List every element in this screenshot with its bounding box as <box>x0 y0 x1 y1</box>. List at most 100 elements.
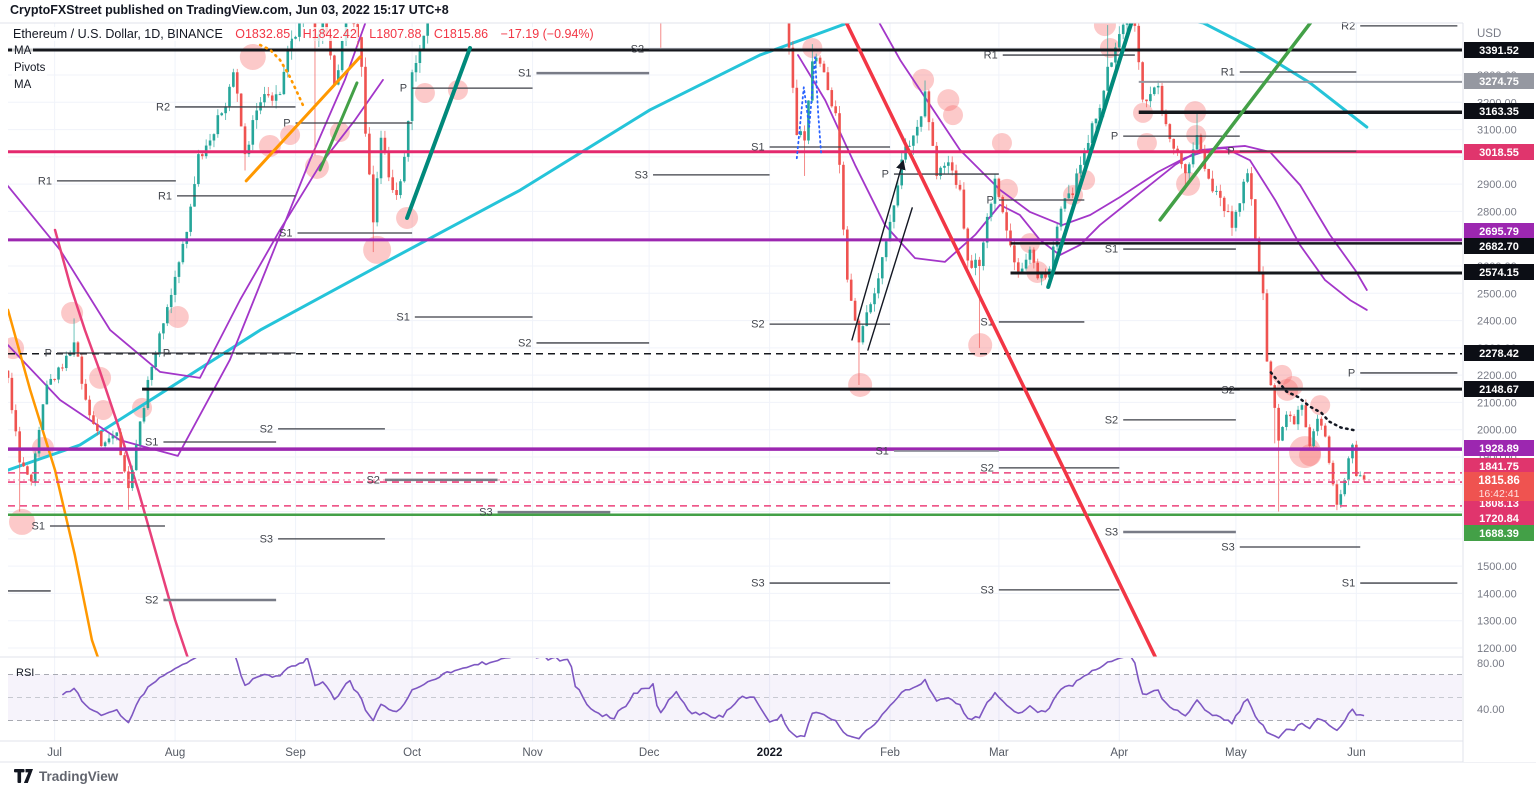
svg-text:2148.67: 2148.67 <box>1479 384 1519 396</box>
ohlc-high: H1842.42 <box>301 27 358 41</box>
rsi-pane[interactable]: RSI <box>8 651 1462 740</box>
svg-text:2278.42: 2278.42 <box>1479 348 1519 360</box>
svg-text:P: P <box>283 118 290 130</box>
svg-text:S3: S3 <box>1221 542 1234 554</box>
svg-text:Sep: Sep <box>285 747 305 759</box>
publish-attribution: CryptoFXStreet published on TradingView.… <box>10 3 449 17</box>
svg-text:2100.00: 2100.00 <box>1477 397 1517 409</box>
svg-text:P: P <box>45 348 52 360</box>
ohlc-low: L1807.88 <box>368 27 423 41</box>
svg-text:P: P <box>1348 367 1355 379</box>
tradingview-logo-icon <box>14 769 33 783</box>
svg-text:S2: S2 <box>1221 384 1234 396</box>
price-level-badge: 2695.79 <box>1464 223 1534 239</box>
svg-text:P: P <box>987 194 994 206</box>
svg-text:Oct: Oct <box>403 747 422 759</box>
svg-text:S2: S2 <box>260 423 273 435</box>
svg-text:Jul: Jul <box>47 747 62 759</box>
price-level-badge: 2278.42 <box>1464 345 1534 361</box>
svg-text:S2: S2 <box>366 474 379 486</box>
svg-text:P: P <box>1111 131 1118 143</box>
svg-text:3100.00: 3100.00 <box>1477 125 1517 137</box>
svg-text:S1: S1 <box>145 436 158 448</box>
svg-text:S1: S1 <box>875 445 888 457</box>
svg-text:1200.00: 1200.00 <box>1477 643 1517 655</box>
svg-text:S2: S2 <box>980 462 993 474</box>
svg-text:3163.35: 3163.35 <box>1479 106 1519 118</box>
indicator-pivots[interactable]: Pivots <box>12 61 48 76</box>
svg-text:USD: USD <box>1477 28 1501 40</box>
indicator-ma-2[interactable]: MA <box>12 78 34 93</box>
svg-text:S3: S3 <box>1105 527 1118 539</box>
svg-text:80.00: 80.00 <box>1477 658 1505 670</box>
chart-legend: Ethereum / U.S. Dollar, 1D, BINANCE O183… <box>12 26 595 93</box>
svg-text:S1: S1 <box>1342 578 1355 590</box>
svg-text:R2: R2 <box>1341 20 1355 32</box>
svg-text:S3: S3 <box>635 169 648 181</box>
price-level-badge: 3163.35 <box>1464 103 1534 119</box>
svg-text:S2: S2 <box>1105 414 1118 426</box>
svg-text:2400.00: 2400.00 <box>1477 316 1517 328</box>
svg-text:S2: S2 <box>145 594 158 606</box>
svg-text:S3: S3 <box>479 507 492 519</box>
svg-text:1720.84: 1720.84 <box>1479 513 1520 525</box>
svg-text:R1: R1 <box>158 190 172 202</box>
price-level-badge: 2682.70 <box>1464 238 1534 254</box>
svg-text:P: P <box>400 83 407 95</box>
svg-text:1841.75: 1841.75 <box>1479 461 1519 473</box>
svg-text:S1: S1 <box>279 227 292 239</box>
svg-text:1688.39: 1688.39 <box>1479 528 1519 540</box>
svg-text:3018.55: 3018.55 <box>1479 147 1519 159</box>
svg-text:3391.52: 3391.52 <box>1479 45 1519 57</box>
price-level-badge: 1720.84 <box>1464 510 1534 526</box>
svg-text:Jun: Jun <box>1347 747 1366 759</box>
pane-borders <box>0 22 1536 763</box>
svg-text:May: May <box>1225 747 1247 759</box>
price-level-badge: 1688.39 <box>1464 525 1534 541</box>
time-axis[interactable]: Jul Aug Sep Oct Nov Dec 2022 Feb Mar Apr May Jun <box>47 747 1365 759</box>
indicator-ma-1[interactable]: MA <box>12 44 34 59</box>
legend-symbol-row[interactable]: Ethereum / U.S. Dollar, 1D, BINANCE O183… <box>12 26 595 42</box>
svg-text:P: P <box>882 169 889 181</box>
svg-text:2682.70: 2682.70 <box>1479 241 1519 253</box>
svg-text:S3: S3 <box>260 533 273 545</box>
price-level-badge: 3018.55 <box>1464 144 1534 160</box>
svg-text:Mar: Mar <box>989 747 1009 759</box>
svg-text:R2: R2 <box>156 101 170 113</box>
svg-text:S2: S2 <box>518 337 531 349</box>
grid <box>8 23 1462 741</box>
svg-text:1400.00: 1400.00 <box>1477 588 1517 600</box>
svg-text:Aug: Aug <box>165 747 185 759</box>
price-levels <box>8 48 1462 516</box>
svg-text:R1: R1 <box>38 175 52 187</box>
svg-text:2022: 2022 <box>757 747 783 759</box>
svg-text:2800.00: 2800.00 <box>1477 206 1517 218</box>
svg-text:1815.86: 1815.86 <box>1478 475 1520 487</box>
svg-text:Feb: Feb <box>880 747 900 759</box>
svg-text:S1: S1 <box>31 521 44 533</box>
svg-text:1300.00: 1300.00 <box>1477 616 1517 628</box>
ohlc-change: −17.19 (−0.94%) <box>499 27 595 41</box>
price-axis[interactable]: USD3300.003200.003100.002900.002800.0026… <box>1462 0 1536 762</box>
svg-text:2900.00: 2900.00 <box>1477 179 1517 191</box>
price-level-badge: 1841.75 <box>1464 458 1534 474</box>
svg-text:2000.00: 2000.00 <box>1477 425 1517 437</box>
trendlines[interactable] <box>244 10 1356 659</box>
ohlc-close: C1815.86 <box>432 27 490 41</box>
price-level-badge: 2148.67 <box>1464 381 1534 397</box>
svg-text:S1: S1 <box>751 142 764 154</box>
tradingview-logo[interactable]: TradingView <box>14 769 118 784</box>
price-level-badge: 3274.75 <box>1464 73 1534 89</box>
svg-text:RSI: RSI <box>16 667 34 679</box>
svg-text:Dec: Dec <box>639 747 660 759</box>
svg-text:1928.89: 1928.89 <box>1479 443 1519 455</box>
svg-text:2200.00: 2200.00 <box>1477 370 1517 382</box>
svg-text:Nov: Nov <box>522 747 543 759</box>
svg-text:S1: S1 <box>1105 244 1118 256</box>
svg-text:P: P <box>163 348 170 360</box>
symbol-title[interactable]: Ethereum / U.S. Dollar, 1D, BINANCE <box>12 27 224 41</box>
svg-text:S3: S3 <box>980 584 993 596</box>
